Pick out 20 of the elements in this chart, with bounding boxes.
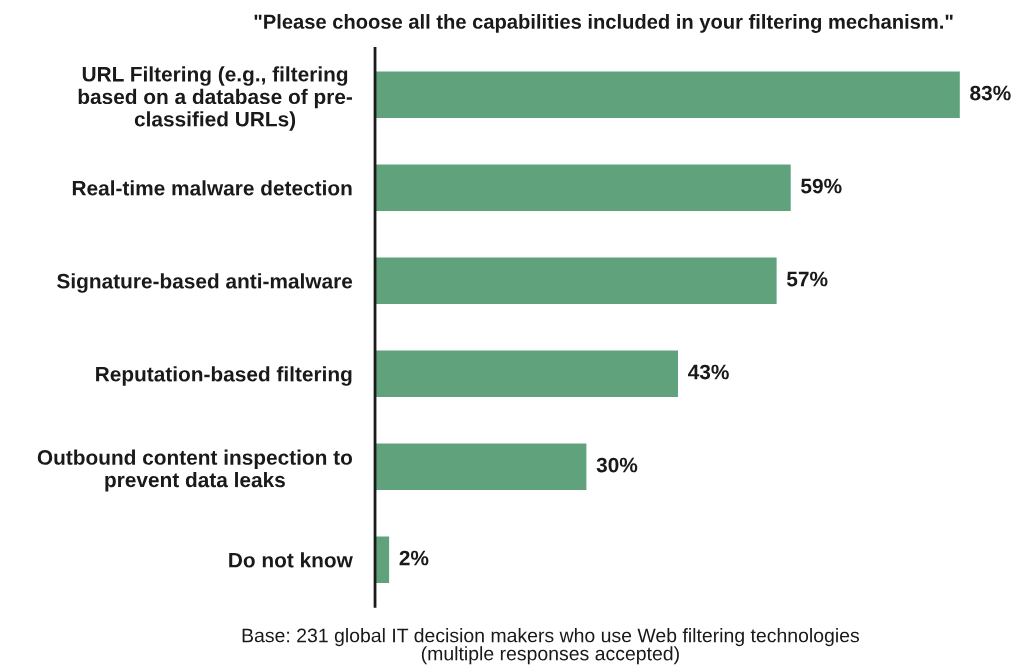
y-tick-label: URL Filtering (e.g., filtering based on a database of pre- classified URLs) (78, 66, 352, 131)
y-tick-label: Signature-based anti-malware (57, 273, 353, 293)
data-label: 43% (688, 364, 729, 380)
data-label: 30% (596, 457, 638, 473)
bar (375, 71, 960, 119)
bar (375, 536, 390, 584)
data-label: 83% (970, 85, 1011, 101)
chart-title: "Please choose all the capabilities included in your filtering mechanism." (254, 14, 953, 33)
y-tick-label: Real-time malware detection (72, 180, 352, 196)
bar (375, 443, 587, 491)
data-label: 2% (399, 550, 429, 566)
text: Base: 231 global IT decision makers who use Web filtering technologies (multiple responses accepted) (242, 628, 860, 665)
bar (375, 164, 791, 212)
y-tick-label: Outbound content inspection to prevent data leaks (37, 449, 353, 492)
data-label: 59% (801, 178, 842, 194)
y-tick-label: Do not know (229, 552, 353, 568)
data-label: 57% (786, 271, 828, 287)
bar (375, 257, 777, 305)
y-tick-label: Reputation-based filtering (96, 366, 352, 386)
bar (375, 350, 678, 398)
